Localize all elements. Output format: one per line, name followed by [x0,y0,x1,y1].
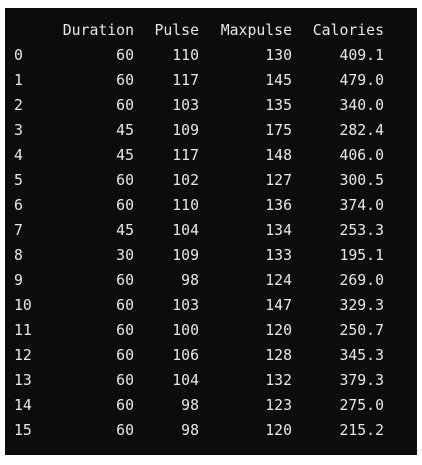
cell-calories: 215.2 [339,422,384,439]
cell-pulse: 110 [172,197,199,214]
cell-pulse: 104 [172,372,199,389]
cell-maxpulse: 136 [265,197,292,214]
column-header-maxpulse: Maxpulse [220,22,292,39]
cell-duration: 45 [116,222,134,239]
cell-duration: 60 [116,372,134,389]
cell-maxpulse: 120 [265,422,292,439]
cell-pulse: 103 [172,297,199,314]
cell-calories: 253.3 [339,222,384,239]
cell-maxpulse: 132 [265,372,292,389]
cell-pulse: 98 [181,272,199,289]
cell-calories: 195.1 [339,247,384,264]
row-index: 8 [14,247,23,264]
cell-duration: 60 [116,47,134,64]
cell-maxpulse: 148 [265,147,292,164]
cell-maxpulse: 145 [265,72,292,89]
cell-duration: 60 [116,172,134,189]
cell-pulse: 103 [172,97,199,114]
column-header-duration: Duration [62,22,134,39]
cell-calories: 329.3 [339,297,384,314]
cell-duration: 30 [116,247,134,264]
cell-maxpulse: 134 [265,222,292,239]
row-index: 3 [14,122,23,139]
cell-pulse: 104 [172,222,199,239]
cell-pulse: 106 [172,347,199,364]
cell-calories: 374.0 [339,197,384,214]
cell-calories: 300.5 [339,172,384,189]
cell-duration: 60 [116,272,134,289]
cell-calories: 409.1 [339,47,384,64]
cell-maxpulse: 130 [265,47,292,64]
cell-duration: 60 [116,197,134,214]
row-index: 6 [14,197,23,214]
cell-pulse: 100 [172,322,199,339]
cell-calories: 275.0 [339,397,384,414]
row-index: 12 [14,347,32,364]
terminal-output: Duration Pulse Maxpulse Calories 0 60 110 1… [5,8,417,455]
cell-pulse: 110 [172,47,199,64]
row-index: 15 [14,422,32,439]
column-header-calories: Calories [312,22,384,39]
cell-calories: 250.7 [339,322,384,339]
cell-duration: 60 [116,97,134,114]
cell-maxpulse: 128 [265,347,292,364]
row-index: 5 [14,172,23,189]
cell-calories: 282.4 [339,122,384,139]
row-index: 9 [14,272,23,289]
cell-maxpulse: 147 [265,297,292,314]
cell-duration: 60 [116,422,134,439]
row-index: 14 [14,397,32,414]
cell-duration: 45 [116,147,134,164]
row-index: 10 [14,297,32,314]
cell-pulse: 117 [172,147,199,164]
cell-maxpulse: 120 [265,322,292,339]
cell-calories: 345.3 [339,347,384,364]
cell-maxpulse: 175 [265,122,292,139]
column-header-pulse: Pulse [154,22,199,39]
cell-pulse: 117 [172,72,199,89]
cell-duration: 60 [116,297,134,314]
row-index: 4 [14,147,23,164]
cell-pulse: 98 [181,397,199,414]
cell-calories: 479.0 [339,72,384,89]
row-index: 7 [14,222,23,239]
cell-pulse: 109 [172,247,199,264]
cell-calories: 340.0 [339,97,384,114]
cell-duration: 45 [116,122,134,139]
cell-pulse: 102 [172,172,199,189]
cell-calories: 406.0 [339,147,384,164]
cell-maxpulse: 127 [265,172,292,189]
cell-maxpulse: 123 [265,397,292,414]
cell-maxpulse: 133 [265,247,292,264]
cell-duration: 60 [116,397,134,414]
cell-pulse: 98 [181,422,199,439]
cell-duration: 60 [116,322,134,339]
cell-duration: 60 [116,72,134,89]
row-index: 2 [14,97,23,114]
row-index: 13 [14,372,32,389]
cell-calories: 269.0 [339,272,384,289]
cell-maxpulse: 135 [265,97,292,114]
row-index: 1 [14,72,23,89]
cell-pulse: 109 [172,122,199,139]
cell-duration: 60 [116,347,134,364]
row-index: 0 [14,47,23,64]
row-index: 11 [14,322,32,339]
cell-calories: 379.3 [339,372,384,389]
cell-maxpulse: 124 [265,272,292,289]
